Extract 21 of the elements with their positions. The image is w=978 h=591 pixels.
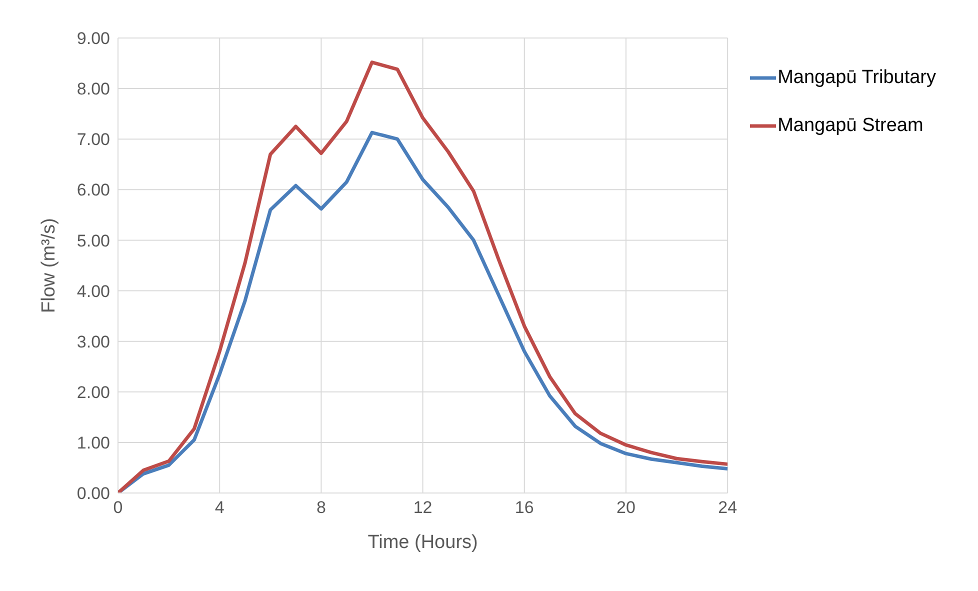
x-tick-label: 16 — [514, 498, 534, 518]
y-tick-label: 4.00 — [76, 282, 110, 301]
y-tick-label: 2.00 — [76, 382, 110, 402]
y-axis-title: Flow (m³/s) — [38, 218, 60, 313]
legend-label: Mangapū Tributary — [778, 67, 936, 89]
y-tick-label: 3.00 — [76, 332, 110, 352]
x-tick-label: 24 — [718, 498, 738, 518]
x-tick-label: 12 — [413, 498, 432, 518]
y-tick-label: 9.00 — [76, 29, 110, 48]
y-tick-label: 5.00 — [76, 231, 110, 250]
y-tick-label: 0.00 — [76, 484, 110, 504]
x-tick-label: 0 — [113, 498, 123, 518]
y-tick-label: 7.00 — [76, 130, 110, 150]
y-tick-label: 6.00 — [76, 180, 110, 200]
x-tick-label: 4 — [214, 498, 224, 518]
legend-label: Mangapū Stream — [778, 115, 924, 137]
y-tick-label: 8.00 — [76, 80, 110, 99]
x-tick-label: 8 — [316, 498, 326, 518]
x-tick-label: 20 — [616, 498, 636, 518]
y-tick-label: 1.00 — [76, 433, 110, 452]
x-axis-title: Time (Hours) — [368, 532, 478, 553]
